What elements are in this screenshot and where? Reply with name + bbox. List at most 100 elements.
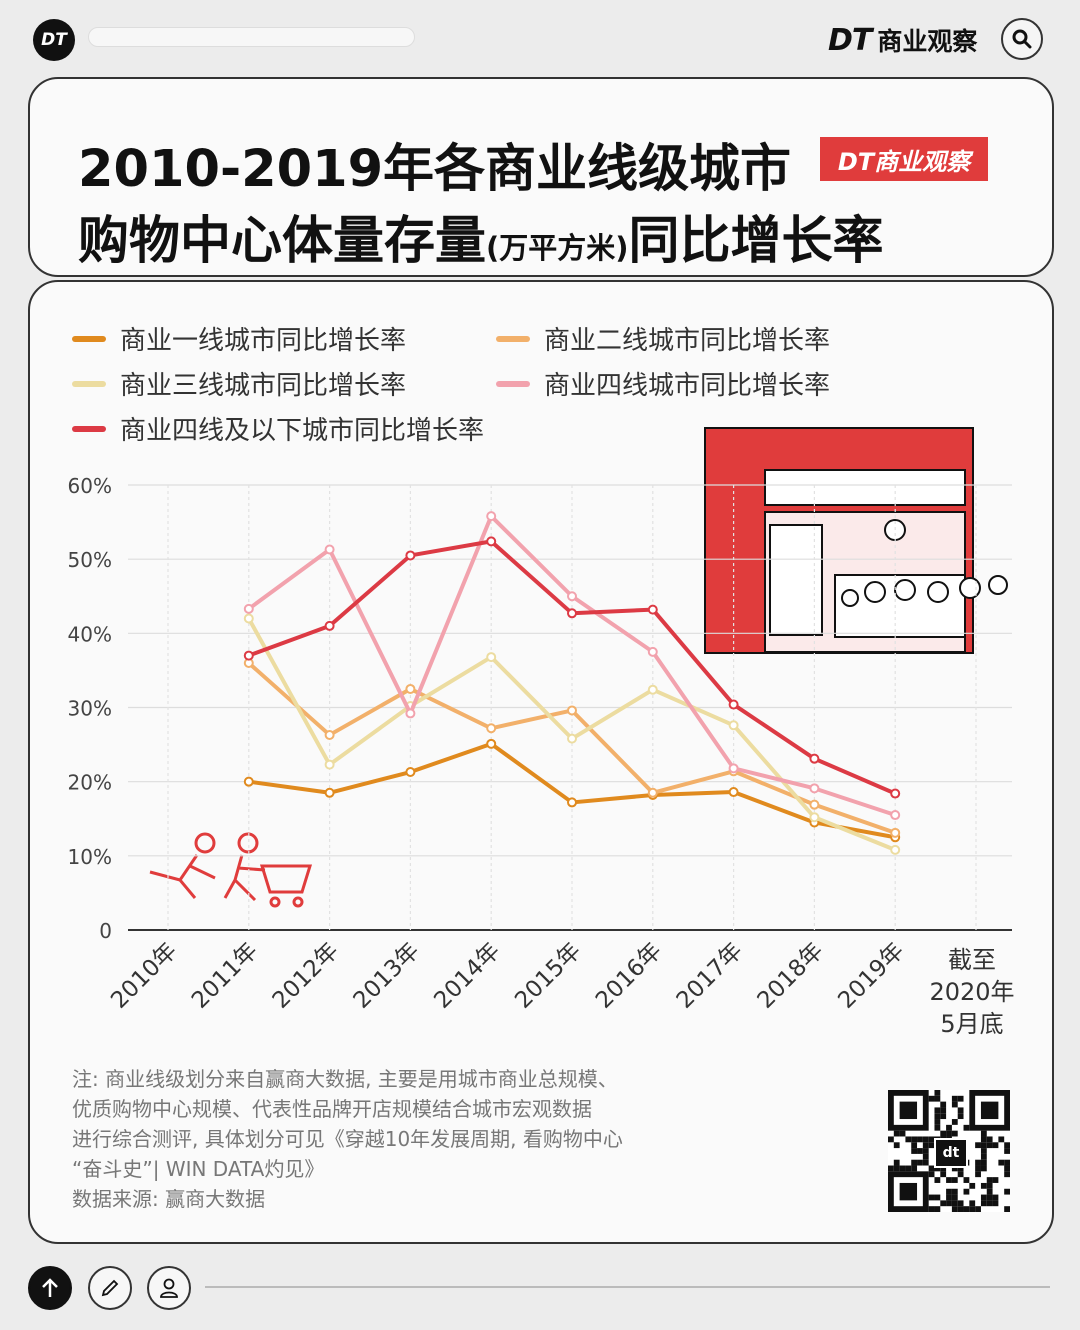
- qr-module: [951, 1188, 958, 1195]
- qr-module: [934, 1119, 941, 1125]
- x-tick-last-line-1: 截至: [948, 946, 996, 974]
- data-point: [809, 799, 820, 810]
- chart-series: [243, 511, 901, 855]
- note-line-2: 优质购物中心规模、代表性品牌开店规模结合城市宏观数据: [72, 1097, 592, 1121]
- qr-module: [922, 1148, 929, 1154]
- qr-module: [980, 1194, 987, 1201]
- legend-item-tier4-below: 商业四线及以下城市同比增长率: [72, 410, 484, 447]
- legend-label: 商业四线及以下城市同比增长率: [120, 416, 485, 446]
- title-unit: (万平方米): [486, 231, 629, 265]
- legend-swatch: [72, 335, 106, 342]
- qr-module: [980, 1182, 987, 1189]
- data-point: [890, 788, 901, 799]
- qr-module: [957, 1113, 964, 1120]
- qr-finder: [899, 1101, 918, 1120]
- qr-module: [946, 1200, 952, 1207]
- qr-module: [934, 1113, 941, 1120]
- qr-module: [911, 1165, 918, 1172]
- note-line-1: 注: 商业线级划分来自赢商大数据, 主要是用城市商业总规模、: [72, 1067, 618, 1091]
- legend-label: 商业四线城市同比增长率: [544, 371, 831, 401]
- legend-swatch: [496, 380, 530, 387]
- qr-module: [986, 1200, 993, 1207]
- qr-module: [951, 1177, 958, 1183]
- qr-module: [975, 1171, 981, 1178]
- legend-item-tier2: 商业二线城市同比增长率: [496, 320, 830, 357]
- y-tick-label: 30%: [68, 697, 112, 721]
- qr-module: [986, 1136, 993, 1143]
- edit-button[interactable]: [88, 1266, 132, 1310]
- qr-module: [986, 1188, 993, 1195]
- data-point: [486, 738, 497, 749]
- qr-module: [905, 1165, 912, 1172]
- data-point: [567, 797, 577, 808]
- y-tick-label: 10%: [68, 845, 112, 869]
- qr-module: [934, 1165, 941, 1172]
- qr-module: [969, 1200, 976, 1207]
- qr-module: [980, 1153, 987, 1160]
- dt-logo[interactable]: DT: [33, 19, 75, 61]
- address-bar[interactable]: [88, 27, 415, 47]
- qr-module: [951, 1194, 958, 1201]
- x-tick-label: 2012年: [268, 938, 344, 1014]
- search-button[interactable]: [1001, 18, 1043, 60]
- qr-module: [969, 1206, 976, 1212]
- data-source: 数据来源: 赢商大数据: [72, 1187, 266, 1211]
- data-point: [890, 827, 901, 838]
- legend-swatch: [72, 380, 106, 387]
- qr-module: [934, 1095, 941, 1102]
- qr-module: [940, 1107, 947, 1114]
- x-tick-label: 2014年: [429, 938, 505, 1014]
- profile-button[interactable]: [147, 1266, 191, 1310]
- qr-module: [928, 1165, 935, 1172]
- qr-module: [940, 1200, 947, 1207]
- legend-item-tier4: 商业四线城市同比增长率: [496, 365, 830, 402]
- scroll-top-button[interactable]: [28, 1266, 72, 1310]
- legend-swatch: [496, 335, 530, 342]
- qr-module: [1004, 1165, 1010, 1172]
- qr-center-logo: dt: [934, 1138, 968, 1168]
- title-card: 2010-2019年各商业线级城市 购物中心体量存量(万平方米)同比增长率 DT…: [28, 77, 1054, 277]
- qr-module: [917, 1136, 923, 1143]
- qr-module: [940, 1171, 947, 1178]
- qr-module: [928, 1206, 935, 1212]
- data-point: [728, 763, 739, 774]
- qr-module: [992, 1177, 999, 1183]
- qr-module: [934, 1090, 941, 1096]
- x-tick-label: 2013年: [349, 938, 425, 1014]
- data-point: [243, 603, 254, 614]
- qr-module: [957, 1200, 964, 1207]
- qr-module: [934, 1124, 941, 1131]
- data-point: [728, 720, 739, 731]
- qr-module: [893, 1142, 900, 1149]
- qr-module: [980, 1200, 987, 1207]
- x-axis: 2010年 2011年 2012年 2013年 2014年 2015年 2016年 2017年…: [106, 938, 909, 1014]
- qr-module: [911, 1148, 918, 1154]
- qr-module: [992, 1194, 999, 1201]
- x-tick-label: 2016年: [591, 938, 667, 1014]
- data-point: [405, 550, 416, 561]
- data-point: [243, 776, 254, 787]
- qr-module: [963, 1188, 970, 1195]
- qr-module: [946, 1130, 952, 1137]
- qr-module: [969, 1182, 976, 1189]
- brand-badge: DT商业观察: [820, 137, 988, 181]
- qr-module: [1004, 1188, 1010, 1195]
- data-point: [728, 699, 739, 710]
- qr-module: [940, 1130, 947, 1137]
- qr-module: [980, 1165, 987, 1172]
- legend-item-tier1: 商业一线城市同比增长率: [72, 320, 406, 357]
- legend-label: 商业二线城市同比增长率: [544, 326, 831, 356]
- qr-module: [946, 1194, 952, 1201]
- qr-module: [928, 1194, 935, 1201]
- qr-module: [963, 1206, 970, 1212]
- qr-module: [975, 1165, 981, 1172]
- qr-module: [922, 1136, 929, 1143]
- x-tick-last: 截至 2020年 5月底: [922, 944, 1022, 1040]
- data-point: [486, 723, 497, 734]
- qr-module: [957, 1165, 964, 1172]
- bottom-divider: [205, 1286, 1050, 1288]
- y-axis: 0 10% 20% 30% 40% 50% 60%: [68, 474, 112, 943]
- qr-module: [963, 1124, 970, 1131]
- qr-module: [888, 1136, 894, 1143]
